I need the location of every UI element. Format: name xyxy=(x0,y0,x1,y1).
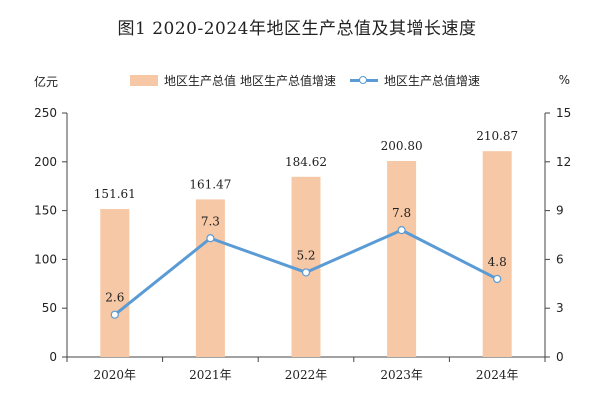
line-point xyxy=(493,274,502,284)
line-value-label: 7.3 xyxy=(201,214,220,228)
left-tick-label: 0 xyxy=(49,350,57,364)
chart-title: 图1 2020-2024年地区生产总值及其增长速度 xyxy=(117,19,477,39)
left-tick-label: 200 xyxy=(34,155,57,169)
line-value-label: 2.6 xyxy=(105,291,124,305)
line-point xyxy=(301,268,311,277)
legend-bar-label-extra: 地区生产总值增速 xyxy=(240,74,337,88)
x-tick-label: 2024年 xyxy=(476,368,519,382)
legend-bar-label: 地区生产总值 xyxy=(164,74,237,88)
bar-value-label: 151.61 xyxy=(94,187,136,201)
bar xyxy=(195,199,225,357)
bar-value-label: 210.87 xyxy=(476,129,518,143)
bar-value-label: 184.62 xyxy=(285,155,327,169)
bar xyxy=(387,161,417,357)
x-tick-label: 2023年 xyxy=(380,368,423,382)
bar xyxy=(100,209,130,357)
right-tick-label: 3 xyxy=(556,301,564,315)
right-tick-label: 0 xyxy=(556,350,564,364)
x-tick-label: 2022年 xyxy=(285,368,328,382)
bar-value-label: 200.80 xyxy=(381,139,423,153)
left-tick-label: 150 xyxy=(34,204,57,218)
legend-bar-swatch xyxy=(130,75,158,86)
line-point xyxy=(206,234,215,243)
right-tick-label: 12 xyxy=(556,155,571,169)
bar xyxy=(482,151,512,357)
left-tick-label: 50 xyxy=(42,301,57,315)
x-tick-label: 2020年 xyxy=(94,368,137,382)
legend-line-label: 地区生产总值增速 xyxy=(384,74,481,88)
right-axis-unit: % xyxy=(558,73,570,87)
bar-value-label: 161.47 xyxy=(189,177,231,191)
line-value-label: 4.8 xyxy=(488,255,507,269)
line-point xyxy=(397,226,406,235)
right-tick-label: 6 xyxy=(556,252,564,266)
right-tick-label: 15 xyxy=(556,106,571,120)
line-point xyxy=(110,310,119,319)
left-axis-unit: 亿元 xyxy=(34,75,59,89)
line-value-label: 7.8 xyxy=(392,206,411,220)
line-value-label: 5.2 xyxy=(296,248,315,262)
left-tick-label: 250 xyxy=(34,106,57,120)
right-tick-label: 9 xyxy=(556,204,564,218)
left-tick-label: 100 xyxy=(34,252,57,266)
x-tick-label: 2021年 xyxy=(189,368,232,382)
legend-line-swatch xyxy=(350,75,379,86)
legend: 地区生产总值 地区生产总值增速 地区生产总值增速 xyxy=(130,72,480,89)
